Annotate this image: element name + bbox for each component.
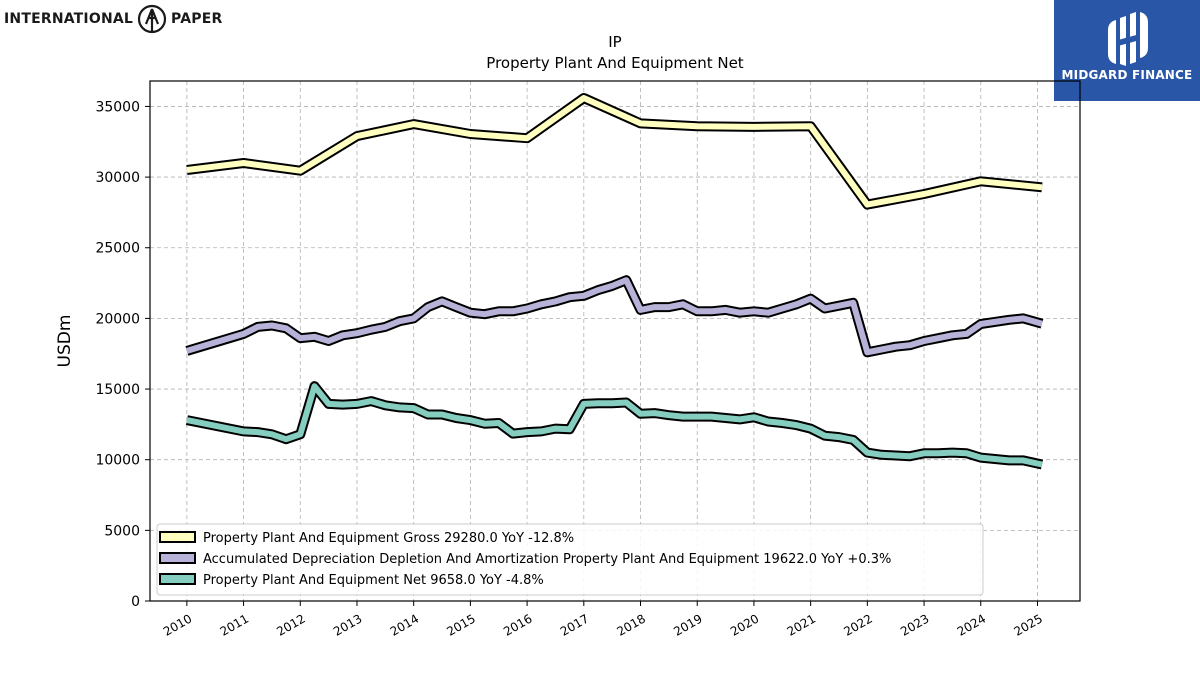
x-tick-label: 2025: [1012, 611, 1045, 638]
legend-label-1: Property Plant And Equipment Gross 29280…: [203, 531, 574, 546]
x-tick-label: 2012: [274, 611, 307, 638]
y-axis-label: USDm: [55, 315, 75, 368]
y-tick-label: 5000: [104, 523, 140, 539]
y-tick-label: 30000: [95, 170, 140, 186]
midgard-emblem-icon: [1108, 12, 1148, 66]
chart-subtitle: Property Plant And Equipment Net: [486, 54, 743, 72]
logo-text-left: INTERNATIONAL: [4, 11, 134, 27]
x-tick-label: 2019: [671, 611, 704, 638]
x-tick-label: 2023: [898, 611, 931, 638]
x-tick-label: 2020: [728, 611, 761, 638]
y-tick-label: 0: [131, 594, 140, 610]
x-tick-label: 2013: [331, 611, 364, 638]
x-tick-label: 2010: [161, 611, 194, 638]
logo-text-right: PAPER: [171, 11, 223, 27]
international-paper-logo: INTERNATIONAL PAPER: [4, 4, 222, 34]
series-line-3: [186, 383, 1043, 468]
chart-title: IP: [608, 33, 621, 51]
x-tick-label: 2022: [841, 611, 874, 638]
legend-swatch-1: [159, 531, 196, 543]
x-tick-label: 2021: [785, 611, 818, 638]
legend-swatch-2: [159, 552, 196, 564]
series-lines: [185, 93, 1044, 470]
x-tick-label: 2014: [388, 611, 421, 638]
legend-box: [156, 523, 984, 596]
y-tick-label: 20000: [95, 311, 140, 327]
x-tick-label: 2015: [444, 611, 477, 638]
series-line-1: [186, 95, 1043, 208]
legend: Property Plant And Equipment Gross 29280…: [156, 523, 984, 596]
midgard-finance-logo: MIDGARD FINANCE: [1054, 0, 1200, 101]
x-tick-label: 2024: [955, 611, 988, 638]
y-tick-label: 10000: [95, 453, 140, 469]
y-tick-label: 15000: [95, 382, 140, 398]
series-line-2: [186, 277, 1043, 356]
midgard-finance-name: MIDGARD FINANCE: [1061, 68, 1193, 82]
y-tick-label: 35000: [95, 99, 140, 115]
x-tick-label: 2011: [218, 611, 251, 638]
x-tick-label: 2017: [558, 611, 591, 638]
legend-swatch-3: [159, 573, 196, 585]
x-tick-label: 2016: [501, 611, 534, 638]
y-tick-label: 25000: [95, 241, 140, 257]
tree-logo-icon: [137, 4, 167, 34]
legend-label-3: Property Plant And Equipment Net 9658.0 …: [203, 573, 544, 588]
x-tick-label: 2018: [615, 611, 648, 638]
legend-label-2: Accumulated Depreciation Depletion And A…: [203, 552, 891, 567]
plot-frame: [149, 80, 1081, 602]
